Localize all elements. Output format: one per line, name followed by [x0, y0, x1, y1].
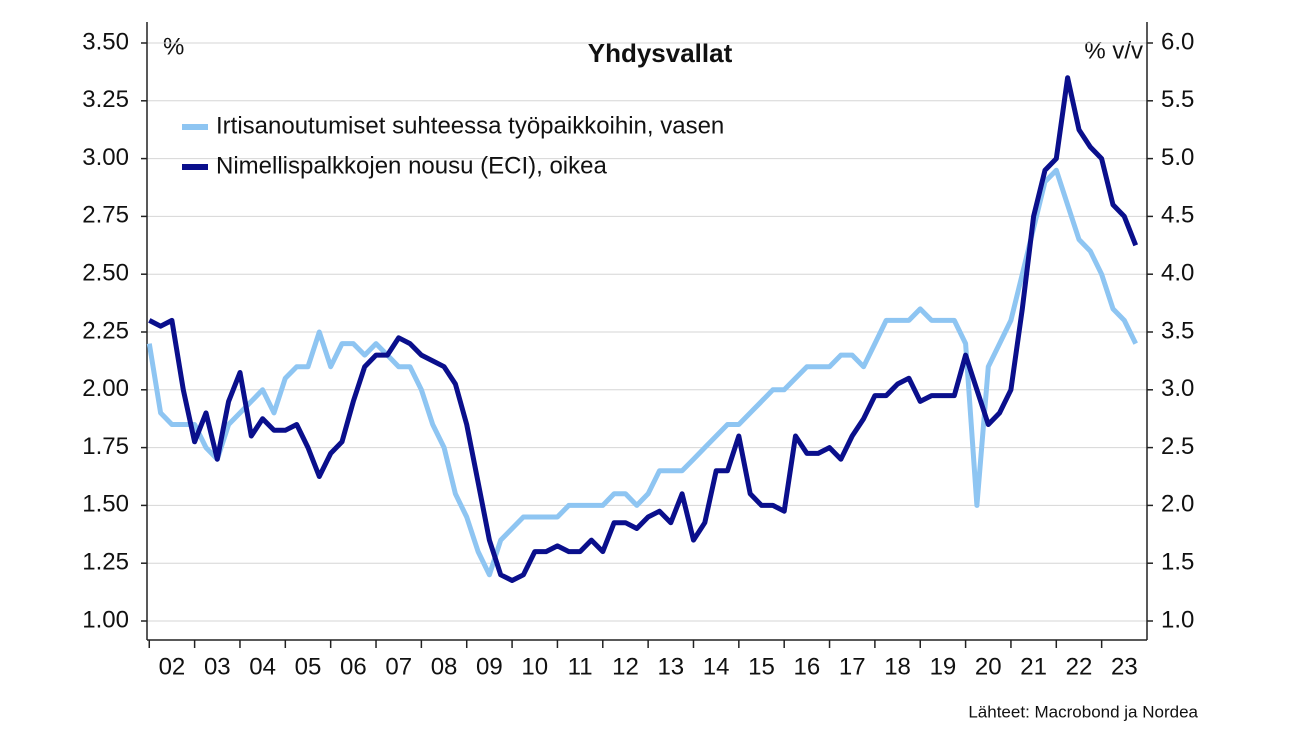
- y-tick-label: 2.75: [82, 202, 129, 229]
- y2-tick-label: 5.5: [1161, 86, 1194, 113]
- y2-tick-label: 3.0: [1161, 375, 1194, 402]
- y2-tick-label: 2.0: [1161, 491, 1194, 518]
- y-tick-label: 2.25: [82, 317, 129, 344]
- x-tick-label: 08: [431, 653, 458, 680]
- x-tick-label: 19: [930, 653, 957, 680]
- y-tick-label: 1.25: [82, 549, 129, 576]
- y-tick-label: 3.00: [82, 144, 129, 171]
- x-tick-label: 14: [703, 653, 730, 680]
- y-tick-label: 1.50: [82, 491, 129, 518]
- x-tick-label: 09: [476, 653, 503, 680]
- legend-label: Irtisanoutumiset suhteessa työpaikkoihin…: [216, 112, 724, 139]
- y-tick-label: 1.00: [82, 606, 129, 633]
- x-tick-label: 06: [340, 653, 367, 680]
- x-tick-label: 21: [1020, 653, 1047, 680]
- x-tick-label: 20: [975, 653, 1002, 680]
- x-tick-label: 10: [521, 653, 548, 680]
- x-tick-label: 02: [159, 653, 186, 680]
- y2-tick-label: 1.5: [1161, 549, 1194, 576]
- x-tick-label: 07: [385, 653, 412, 680]
- x-tick-label: 11: [568, 653, 593, 680]
- x-tick-label: 16: [794, 653, 821, 680]
- x-tick-label: 18: [884, 653, 911, 680]
- x-tick-label: 17: [839, 653, 866, 680]
- x-tick-label: 23: [1111, 653, 1138, 680]
- y2-tick-label: 6.0: [1161, 28, 1194, 55]
- y2-axis-label: % v/v: [1084, 37, 1143, 64]
- y-tick-label: 2.00: [82, 375, 129, 402]
- x-tick-label: 22: [1066, 653, 1093, 680]
- y-tick-label: 2.50: [82, 260, 129, 287]
- y2-tick-label: 4.5: [1161, 202, 1194, 229]
- y-axis-label: %: [163, 33, 184, 60]
- y2-tick-label: 5.0: [1161, 144, 1194, 171]
- x-tick-label: 13: [657, 653, 684, 680]
- x-tick-label: 05: [295, 653, 322, 680]
- y-tick-label: 1.75: [82, 433, 129, 460]
- y2-tick-label: 1.0: [1161, 606, 1194, 633]
- x-tick-label: 03: [204, 653, 231, 680]
- y2-tick-label: 2.5: [1161, 433, 1194, 460]
- chart-title: Yhdysvallat: [588, 38, 733, 68]
- x-tick-label: 12: [612, 653, 639, 680]
- y-tick-label: 3.25: [82, 86, 129, 113]
- y2-tick-label: 3.5: [1161, 317, 1194, 344]
- x-tick-label: 15: [748, 653, 775, 680]
- series-line: [148, 75, 1139, 583]
- source: Lähteet: Macrobond ja Nordea: [968, 702, 1198, 721]
- legend-label: Nimellispalkkojen nousu (ECI), oikea: [216, 152, 607, 179]
- y-tick-label: 3.50: [82, 28, 129, 55]
- y2-tick-label: 4.0: [1161, 260, 1194, 287]
- series-line: [146, 167, 1138, 578]
- x-tick-label: 04: [249, 653, 276, 680]
